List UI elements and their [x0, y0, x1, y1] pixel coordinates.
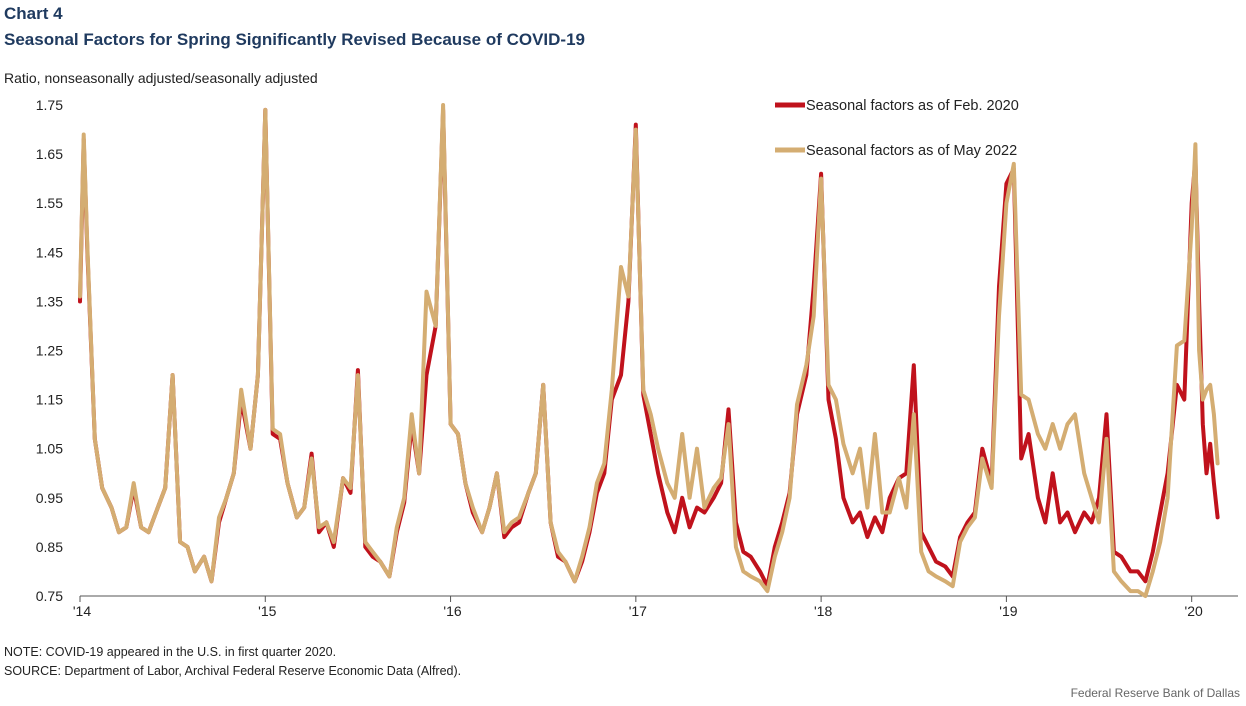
y-tick-label: 0.85: [36, 539, 63, 555]
y-tick-label: 0.95: [36, 490, 63, 506]
y-tick-label: 0.75: [36, 588, 63, 604]
chart-credit: Federal Reserve Bank of Dallas: [1070, 686, 1240, 700]
legend-label: Seasonal factors as of May 2022: [806, 143, 1017, 159]
y-tick-label: 1.45: [36, 244, 63, 260]
chart-note: NOTE: COVID-19 appeared in the U.S. in f…: [4, 645, 337, 659]
chart-title: Seasonal Factors for Spring Significantl…: [4, 30, 585, 49]
x-tick-label: '16: [443, 603, 461, 619]
y-axis-label: Ratio, nonseasonally adjusted/seasonally…: [4, 70, 318, 86]
y-tick-label: 1.35: [36, 293, 63, 309]
x-tick-label: '18: [814, 603, 832, 619]
x-tick-label: '14: [73, 603, 91, 619]
series-lines: [78, 103, 1220, 598]
y-tick-label: 1.65: [36, 146, 63, 162]
y-tick-label: 1.75: [36, 97, 63, 113]
chart-number: Chart 4: [4, 4, 63, 23]
x-axis: '14 '15 '16 '17 '18 '19 '20: [73, 595, 1238, 619]
y-tick-label: 1.55: [36, 195, 63, 211]
y-tick-label: 1.25: [36, 343, 63, 359]
x-tick-label: '17: [629, 603, 647, 619]
x-tick-label: '15: [258, 603, 276, 619]
legend-label: Seasonal factors as of Feb. 2020: [806, 98, 1019, 114]
legend: Seasonal factors as of Feb. 2020 Seasonal…: [775, 98, 1019, 159]
chart-source: SOURCE: Department of Labor, Archival Fe…: [4, 664, 462, 678]
y-tick-label: 1.05: [36, 441, 63, 457]
x-tick-label: '20: [1185, 603, 1203, 619]
y-axis-ticks: 1.75 1.65 1.55 1.45 1.35 1.25 1.15 1.05 0.95 0.85…: [36, 97, 63, 604]
series-line-may-2022: [78, 103, 1220, 598]
x-tick-label: '19: [999, 603, 1017, 619]
y-tick-label: 1.15: [36, 392, 63, 408]
series-line-feb-2020: [78, 107, 1220, 589]
